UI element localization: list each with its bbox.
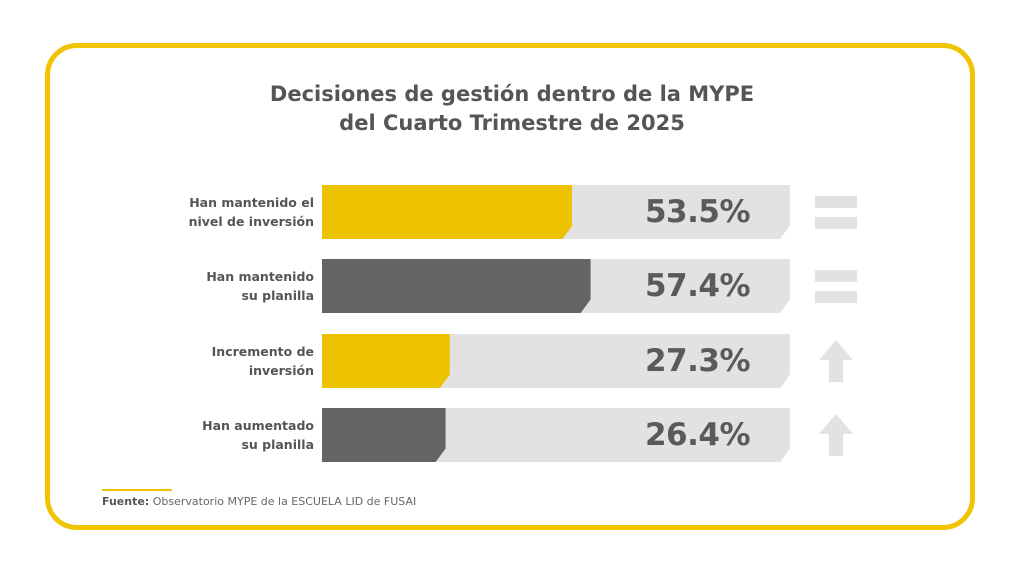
title-line-2: del Cuarto Trimestre de 2025 — [339, 111, 685, 135]
bar-row: Han mantenido el nivel de inversión 53.5% — [0, 185, 1024, 239]
source-text: Observatorio MYPE de la ESCUELA LID de F… — [152, 495, 417, 508]
bar — [322, 259, 591, 313]
source-label: Fuente: — [102, 495, 150, 508]
arrow-up-icon — [815, 340, 857, 382]
title-line-1: Decisiones de gestión dentro de la MYPE — [269, 82, 755, 106]
equals-icon — [815, 191, 857, 233]
bar-track — [322, 408, 790, 462]
arrow-up-icon — [815, 414, 857, 456]
category-label: Han aumentado su planilla — [202, 418, 314, 452]
bar — [322, 408, 446, 462]
category-label: Han mantenido su planilla — [206, 269, 314, 303]
chart-title: Decisiones de gestión dentro de la MYPE … — [0, 80, 1024, 138]
bar — [322, 334, 450, 388]
bar-track — [322, 259, 790, 313]
bar — [322, 185, 572, 239]
category-label: Han mantenido el nivel de inversión — [188, 195, 314, 229]
equals-icon — [815, 265, 857, 307]
value-label: 53.5% — [644, 194, 751, 230]
chart-card — [45, 43, 975, 530]
value-label: 27.3% — [644, 343, 751, 379]
footer-divider — [102, 489, 172, 491]
source-note: Fuente: Observatorio MYPE de la ESCUELA … — [102, 495, 416, 508]
bar-row: Incremento de inversión 27.3% — [0, 334, 1024, 388]
bar-row: Han aumentado su planilla 26.4% — [0, 408, 1024, 462]
bar-track — [322, 185, 790, 239]
bar-row: Han mantenido su planilla 57.4% — [0, 259, 1024, 313]
bar-track — [322, 334, 790, 388]
value-label: 26.4% — [644, 417, 751, 453]
value-label: 57.4% — [644, 268, 751, 304]
category-label: Incremento de inversión — [211, 344, 314, 378]
